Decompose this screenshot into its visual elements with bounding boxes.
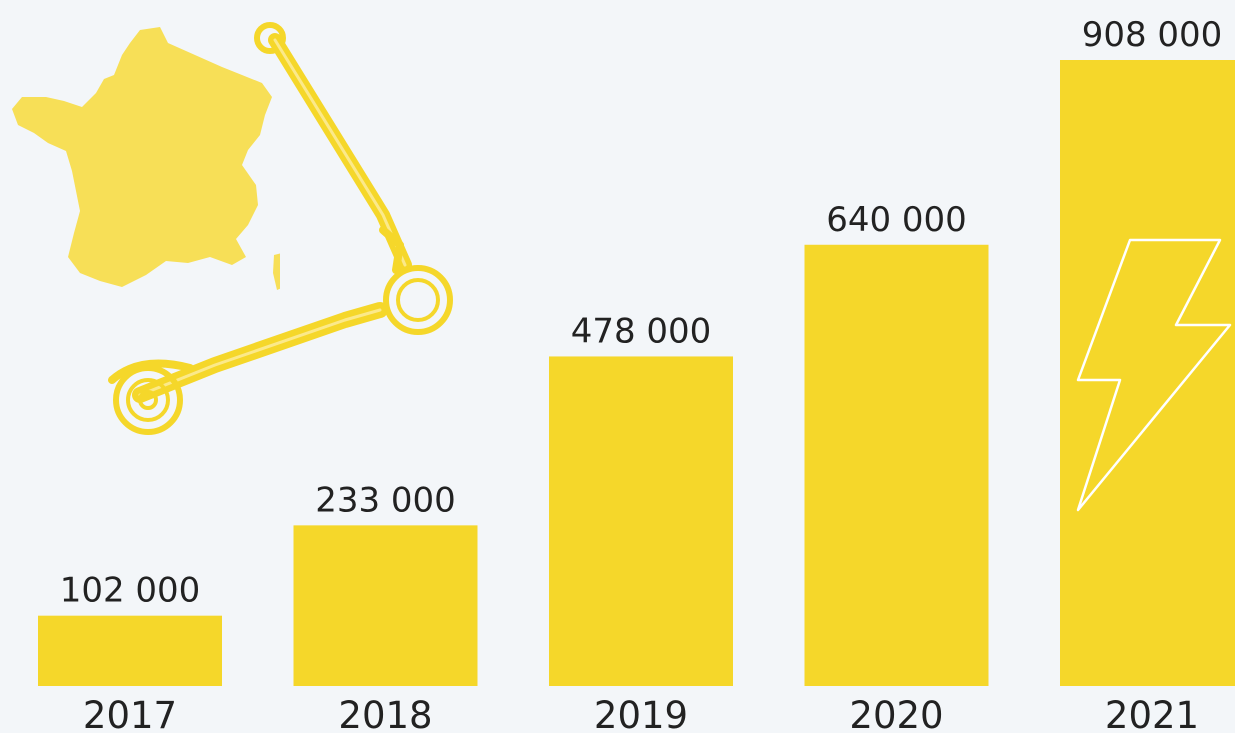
- data-label-2017: 102 000: [60, 571, 201, 611]
- x-tick-label-2019: 2019: [594, 694, 688, 733]
- data-label-2020: 640 000: [826, 200, 967, 240]
- x-tick-label-2020: 2020: [849, 694, 943, 733]
- bar-2018: [293, 525, 478, 686]
- bar-2019: [549, 356, 733, 686]
- x-tick-label-2018: 2018: [338, 694, 432, 733]
- data-label-2018: 233 000: [315, 480, 456, 520]
- x-tick-label-2017: 2017: [83, 694, 177, 733]
- france-map-icon: [12, 27, 280, 290]
- electric-scooter-icon: [108, 22, 453, 435]
- bar-2020: [804, 244, 989, 686]
- bar-2021: [1060, 60, 1235, 686]
- data-label-2019: 478 000: [571, 311, 712, 351]
- bar-2017: [38, 615, 222, 686]
- x-tick-label-2021: 2021: [1105, 694, 1199, 733]
- data-label-2021: 908 000: [1082, 15, 1223, 55]
- lightning-bolt-icon: [1076, 238, 1232, 512]
